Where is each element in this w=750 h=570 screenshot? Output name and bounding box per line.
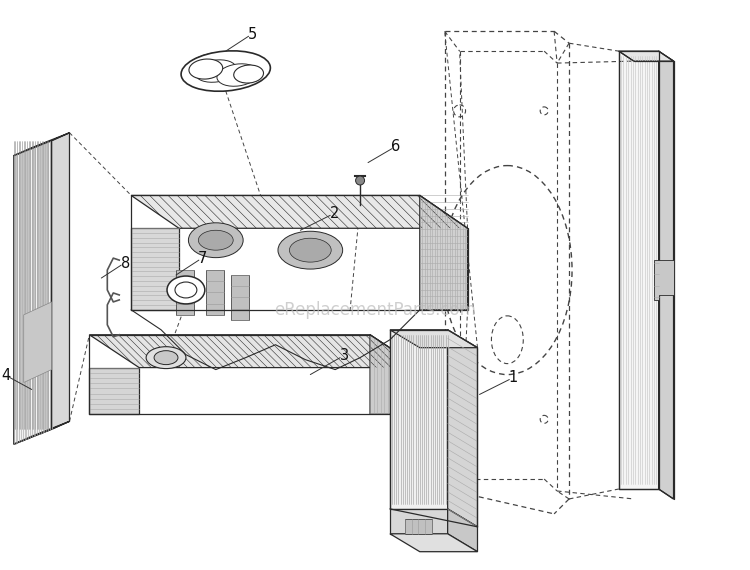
Polygon shape <box>52 133 70 429</box>
Ellipse shape <box>189 59 223 79</box>
Polygon shape <box>131 196 467 228</box>
Ellipse shape <box>217 64 259 86</box>
Polygon shape <box>658 51 674 499</box>
Text: eReplacementParts.com: eReplacementParts.com <box>274 301 476 319</box>
Polygon shape <box>619 51 674 61</box>
Polygon shape <box>89 368 140 414</box>
Text: 6: 6 <box>392 139 400 154</box>
Ellipse shape <box>234 65 263 83</box>
Polygon shape <box>13 421 70 444</box>
Text: 8: 8 <box>121 255 130 271</box>
Polygon shape <box>206 270 224 315</box>
Polygon shape <box>370 335 420 414</box>
Text: 5: 5 <box>248 27 257 42</box>
Ellipse shape <box>290 238 332 262</box>
Polygon shape <box>390 509 448 534</box>
Ellipse shape <box>175 282 196 298</box>
Text: 2: 2 <box>329 206 339 221</box>
Ellipse shape <box>181 51 271 91</box>
Ellipse shape <box>154 351 178 365</box>
Polygon shape <box>89 335 420 368</box>
Text: 3: 3 <box>340 348 349 363</box>
Polygon shape <box>420 196 467 310</box>
Ellipse shape <box>167 276 205 304</box>
Ellipse shape <box>198 230 233 250</box>
Polygon shape <box>231 275 248 320</box>
Polygon shape <box>390 330 478 348</box>
Text: 7: 7 <box>198 251 208 266</box>
Polygon shape <box>24 302 52 382</box>
Polygon shape <box>13 133 70 156</box>
Text: 4: 4 <box>2 368 10 383</box>
Ellipse shape <box>146 347 186 369</box>
Polygon shape <box>13 141 52 444</box>
Polygon shape <box>390 330 448 509</box>
Ellipse shape <box>356 176 364 185</box>
Ellipse shape <box>188 223 243 258</box>
Ellipse shape <box>278 231 343 269</box>
Polygon shape <box>448 330 478 527</box>
Polygon shape <box>390 534 478 552</box>
Polygon shape <box>619 51 658 489</box>
Polygon shape <box>448 509 478 552</box>
Polygon shape <box>131 228 179 310</box>
Text: 1: 1 <box>509 370 518 385</box>
Polygon shape <box>405 519 432 534</box>
Ellipse shape <box>184 53 248 89</box>
Ellipse shape <box>195 60 236 82</box>
Polygon shape <box>654 260 674 300</box>
Polygon shape <box>176 270 194 315</box>
